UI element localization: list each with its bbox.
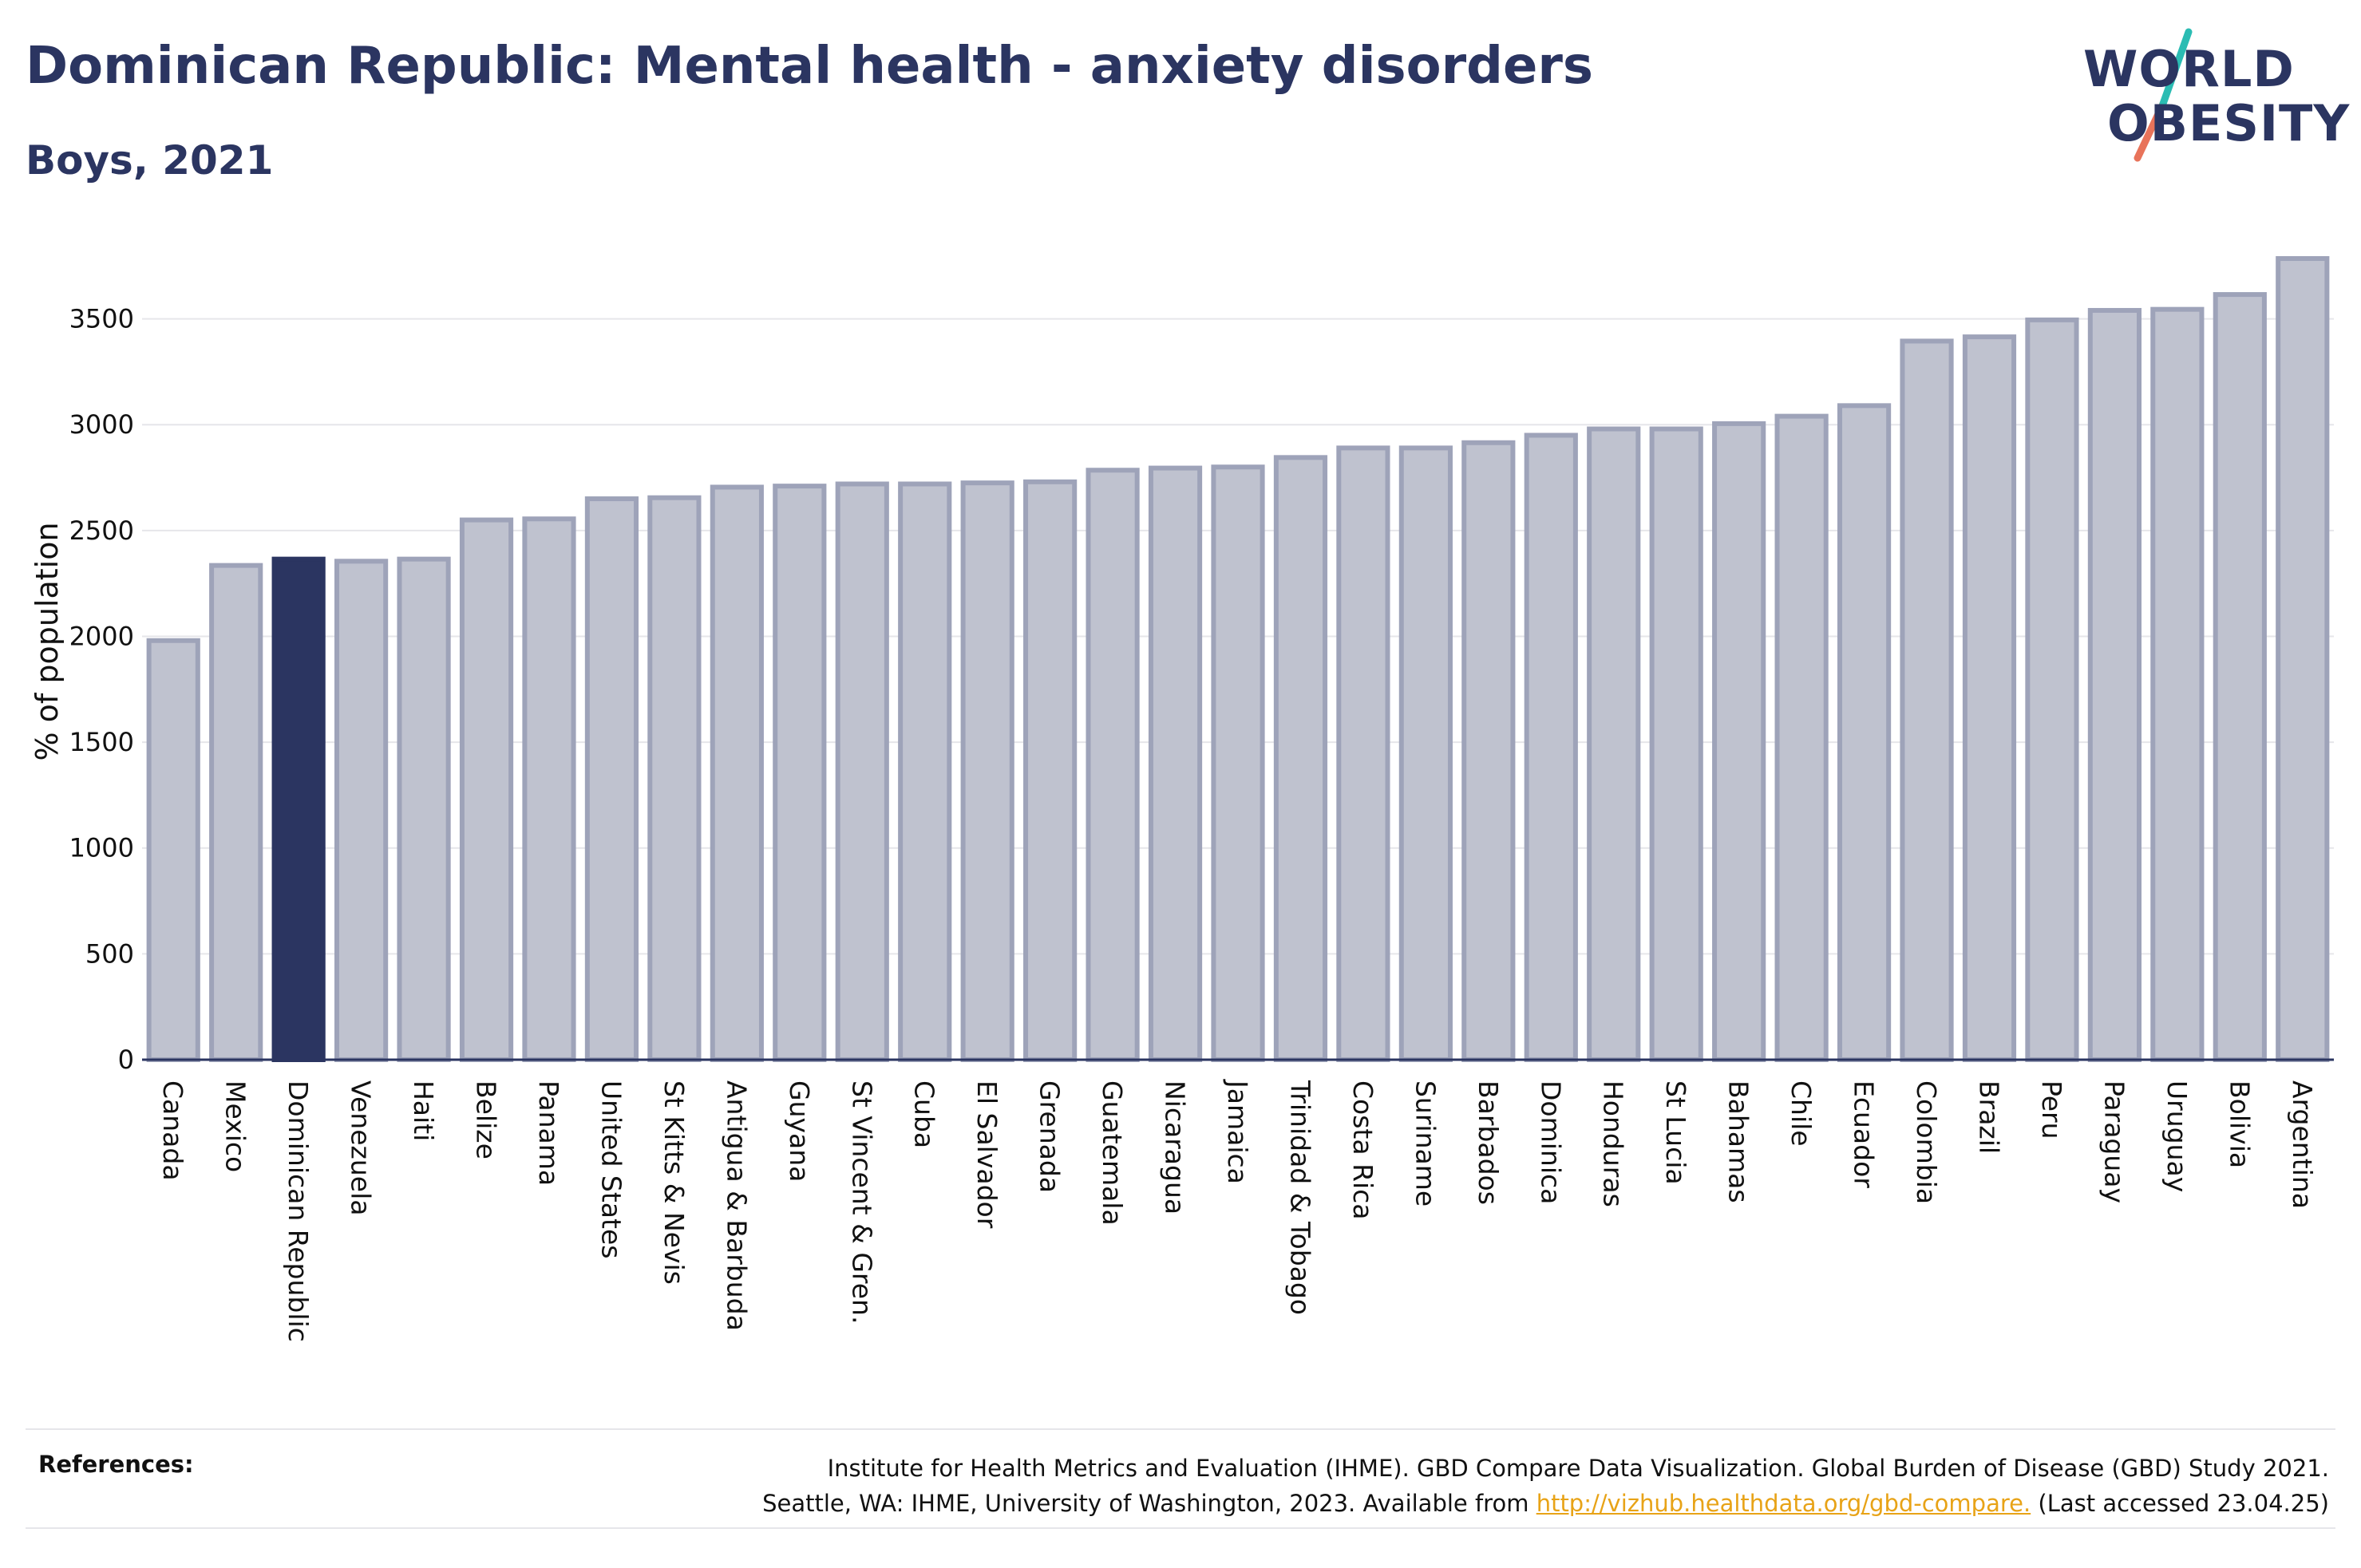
x-tick-label: Bolivia (2224, 1080, 2255, 1168)
bar-guyana[interactable] (773, 484, 827, 1062)
bar-jamaica[interactable] (1211, 464, 1265, 1062)
bar-haiti[interactable] (397, 556, 451, 1062)
bar-mexico[interactable] (209, 563, 263, 1062)
y-tick-label: 500 (85, 938, 134, 969)
x-tick-label: Cuba (909, 1080, 940, 1148)
x-tick-label: Argentina (2287, 1080, 2318, 1209)
x-tick-label: Venezuela (346, 1080, 377, 1215)
x-tick-label: Colombia (1911, 1080, 1942, 1204)
bar-dominican-republic[interactable] (271, 556, 326, 1062)
x-tick-label: Costa Rica (1347, 1080, 1378, 1220)
bar-paraguay[interactable] (2087, 307, 2142, 1062)
bar-uruguay[interactable] (2150, 306, 2205, 1063)
bar-nicaragua[interactable] (1148, 465, 1203, 1062)
x-tick-label: El Salvador (971, 1080, 1003, 1229)
references-line-1: Institute for Health Metrics and Evaluat… (827, 1455, 2329, 1482)
bar-bahamas[interactable] (1712, 421, 1766, 1062)
x-tick-label: Uruguay (2161, 1080, 2193, 1192)
y-tick-label: 2500 (69, 515, 134, 546)
logo-text-world: WORLD (2083, 40, 2295, 98)
bar-canada[interactable] (146, 638, 200, 1062)
bar-chile[interactable] (1774, 413, 1829, 1062)
x-tick-label: Panama (533, 1080, 564, 1186)
references-link[interactable]: http://vizhub.healthdata.org/gbd-compare… (1536, 1490, 2031, 1517)
bar-guatemala[interactable] (1086, 468, 1140, 1062)
bar-belize[interactable] (459, 517, 514, 1062)
x-tick-label: Honduras (1598, 1080, 1629, 1207)
bar-cuba[interactable] (898, 481, 952, 1062)
y-tick-label: 2000 (69, 621, 134, 651)
x-tick-label: Guatemala (1097, 1080, 1128, 1226)
bar-suriname[interactable] (1398, 445, 1453, 1062)
bar-chart: 0 500 1000 1500 2000 2500 3000 3500 Canada Mexic… (30, 255, 2334, 1342)
world-obesity-logo[interactable]: WORLD OBESITY (2083, 24, 2349, 168)
bars (146, 255, 2330, 1063)
bar-barbados[interactable] (1461, 440, 1516, 1062)
bar-brazil[interactable] (1962, 334, 2017, 1062)
references-line-2: Seattle, WA: IHME, University of Washing… (762, 1486, 2329, 1521)
x-tick-label: Dominican Republic (283, 1080, 314, 1342)
y-tick-label: 1000 (69, 833, 134, 863)
y-tick-labels: 0 500 1000 1500 2000 2500 3000 3500 (69, 304, 134, 1075)
x-tick-label: Grenada (1034, 1080, 1066, 1193)
x-tick-label: Suriname (1410, 1080, 1441, 1207)
bar-honduras[interactable] (1587, 426, 1641, 1062)
x-tick-label: St Vincent & Gren. (846, 1080, 877, 1324)
bar-el-salvador[interactable] (960, 480, 1014, 1062)
references-text: Institute for Health Metrics and Evaluat… (762, 1451, 2329, 1521)
bar-costa-rica[interactable] (1336, 445, 1390, 1062)
chart-subtitle: Boys, 2021 (26, 137, 274, 184)
references-line-2-prefix: Seattle, WA: IHME, University of Washing… (762, 1490, 1536, 1517)
x-tick-label: Belize (471, 1080, 502, 1159)
y-axis-label: % of population (30, 522, 65, 760)
chart-title: Dominican Republic: Mental health - anxi… (26, 37, 1593, 96)
x-tick-label: Jamaica (1222, 1079, 1253, 1184)
bar-antigua-barbuda[interactable] (710, 484, 764, 1062)
references-line-2-suffix: (Last accessed 23.04.25) (2031, 1490, 2329, 1517)
x-tick-label: Peru (2036, 1080, 2067, 1139)
x-tick-label: Paraguay (2098, 1080, 2130, 1203)
bar-trinidad-tobago[interactable] (1273, 455, 1328, 1062)
y-tick-label: 3500 (69, 304, 134, 334)
bar-st-lucia[interactable] (1649, 426, 1703, 1062)
logo-slash-icon (2134, 28, 2193, 162)
x-tick-label: Guyana (784, 1080, 815, 1182)
x-tick-label: United States (595, 1080, 627, 1258)
y-tick-label: 3000 (69, 409, 134, 440)
y-tick-label: 0 (118, 1045, 134, 1075)
references-label: References: (38, 1451, 194, 1478)
x-tick-label: Antigua & Barbuda (721, 1080, 752, 1331)
references-panel: References: Institute for Health Metrics… (26, 1428, 2335, 1529)
x-tick-label: Mexico (220, 1080, 251, 1172)
bar-venezuela[interactable] (334, 559, 389, 1062)
x-tick-label: Chile (1786, 1080, 1817, 1147)
x-tick-label: Canada (157, 1080, 188, 1181)
bar-st-kitts-nevis[interactable] (647, 495, 702, 1062)
y-tick-label: 1500 (69, 727, 134, 757)
bar-ecuador[interactable] (1837, 403, 1892, 1062)
bar-colombia[interactable] (1900, 338, 1954, 1062)
bar-argentina[interactable] (2276, 255, 2330, 1062)
bar-grenada[interactable] (1023, 479, 1078, 1062)
x-tick-label: Bahamas (1723, 1080, 1754, 1203)
bar-bolivia[interactable] (2213, 292, 2267, 1062)
bar-dominica[interactable] (1524, 432, 1578, 1062)
x-tick-label: Trinidad & Tobago (1284, 1080, 1315, 1315)
bar-united-states[interactable] (584, 496, 639, 1062)
bar-st-vincent-gren-[interactable] (835, 481, 889, 1062)
x-tick-label: Dominica (1535, 1080, 1566, 1204)
bar-panama[interactable] (522, 516, 576, 1062)
x-tick-label: Nicaragua (1160, 1080, 1191, 1215)
x-tick-label: Barbados (1473, 1080, 1504, 1205)
x-tick-label: Haiti (408, 1080, 439, 1141)
x-tick-labels: Canada Mexico Dominican Republic Venezuela H… (157, 1079, 2318, 1342)
bar-peru[interactable] (2025, 317, 2079, 1062)
x-tick-label: Brazil (1973, 1080, 2004, 1154)
x-tick-label: St Kitts & Nevis (658, 1080, 690, 1285)
x-tick-label: Ecuador (1849, 1080, 1880, 1188)
x-tick-label: St Lucia (1660, 1080, 1691, 1185)
logo-text-obesity: OBESITY (2107, 94, 2351, 152)
